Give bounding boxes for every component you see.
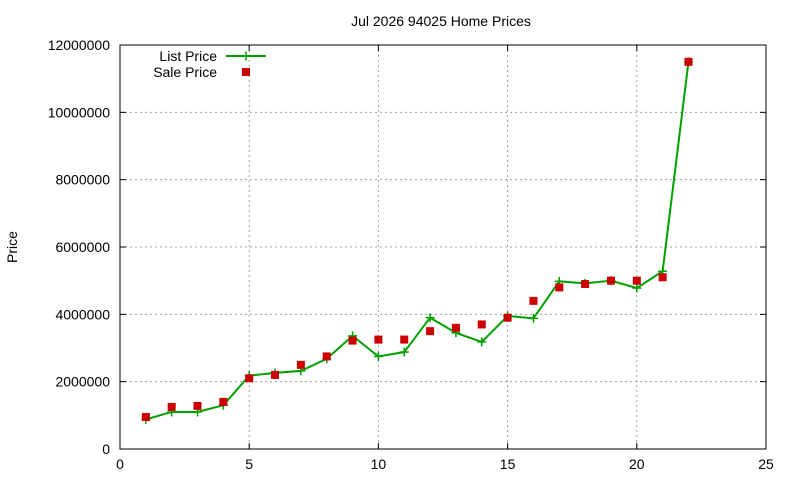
x-tick-label: 5 [245,456,253,472]
y-tick-label: 8000000 [55,172,110,188]
sale-price-point [426,327,435,336]
sale-price-point [322,352,331,361]
x-tick-label: 10 [371,456,387,472]
sale-price-point [555,283,564,292]
series-layer [141,57,693,424]
x-tick-label: 0 [116,456,124,472]
legend-label: List Price [159,48,217,64]
tick-label-layer: 0 5 10 15 20 25 0 2000000 4000000 6000000 8000000 1… [48,37,774,472]
x-tick-label: 20 [629,456,645,472]
legend-entry: List Price [159,48,266,64]
sale-price-point [503,313,512,322]
sale-price-point [348,336,357,345]
legend-entry: Sale Price [153,64,250,80]
list-price-line [145,61,690,421]
grid-layer [120,45,766,449]
y-tick-label: 2000000 [55,374,110,390]
list-price-point [528,313,538,323]
sale-price-point [658,273,667,282]
y-tick-label: 10000000 [48,104,111,120]
sale-price-point [245,374,254,383]
y-tick-label: 4000000 [55,306,110,322]
sale-price-point [684,57,693,66]
sale-price-point [374,335,383,344]
axis-layer [119,44,767,450]
legend-marker-sample [242,68,250,76]
sale-price-point [477,320,486,329]
series-sale-price [141,57,693,422]
sale-price-point [451,323,460,332]
x-tick-label: 15 [500,456,516,472]
list-price-point [399,347,409,357]
sale-price-point [400,335,409,344]
sale-price-point [529,296,538,305]
sale-price-point [141,413,150,422]
x-tick-label: 25 [758,456,774,472]
sale-price-point [271,370,280,379]
sale-price-point [581,280,590,289]
sale-price-point [632,276,641,285]
list-price-point [477,337,487,347]
y-tick-label: 12000000 [48,37,111,53]
sale-price-point [193,401,202,410]
legend-label: Sale Price [153,64,217,80]
y-axis-label: Price [4,231,20,263]
y-tick-label: 6000000 [55,239,110,255]
list-price-point [632,283,642,293]
sale-price-point [167,402,176,411]
sale-price-point [606,276,615,285]
chart-title: Jul 2026 94025 Home Prices [351,13,531,29]
sale-price-point [296,360,305,369]
list-price-point [425,313,435,323]
list-price-point [241,51,251,61]
y-tick-label: 0 [102,441,110,457]
list-price-point [373,351,383,361]
sale-price-point [219,397,228,406]
